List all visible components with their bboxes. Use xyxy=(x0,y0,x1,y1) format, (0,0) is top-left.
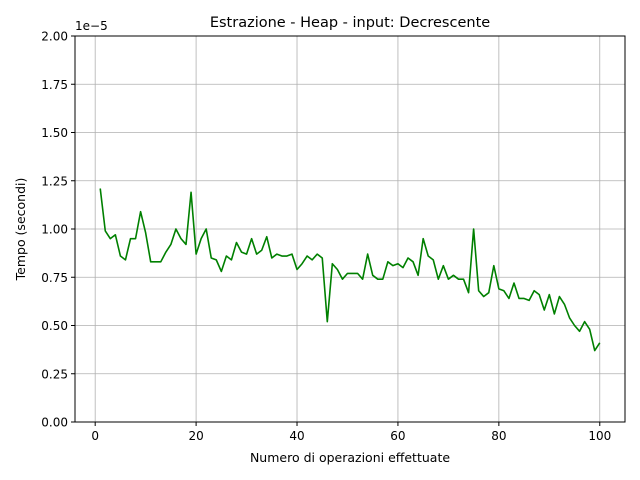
y-tick-label: 1.50 xyxy=(41,126,68,140)
chart-title: Estrazione - Heap - input: Decrescente xyxy=(210,15,490,31)
y-tick-label: 2.00 xyxy=(41,30,68,44)
x-tick-label: 60 xyxy=(390,429,405,443)
y-tick-label: 1.25 xyxy=(41,174,68,188)
y-tick-label: 0.50 xyxy=(41,319,68,333)
x-axis: 0 20 40 60 80 100 xyxy=(91,422,611,443)
y-axis-label: Tempo (secondi) xyxy=(13,178,28,282)
y-tick-label: 1.00 xyxy=(41,223,68,237)
y-tick-label: 0.75 xyxy=(41,271,68,285)
y-tick-label: 1.75 xyxy=(41,78,68,92)
y-tick-label: 0.00 xyxy=(41,416,68,430)
x-tick-label: 100 xyxy=(588,429,611,443)
series-line xyxy=(99,188,601,352)
x-axis-label: Numero di operazioni effettuate xyxy=(250,450,450,465)
y-tick-label: 0.25 xyxy=(41,367,68,381)
x-tick-label: 40 xyxy=(289,429,304,443)
x-tick-label: 20 xyxy=(188,429,203,443)
x-tick-label: 80 xyxy=(491,429,506,443)
series-layer xyxy=(99,188,601,352)
x-tick-label: 0 xyxy=(91,429,99,443)
y-axis-offset-label: 1e−5 xyxy=(75,19,108,33)
y-axis: 0.00 0.25 0.50 0.75 1.00 1.25 1.50 1.75 2.00 xyxy=(41,30,75,430)
